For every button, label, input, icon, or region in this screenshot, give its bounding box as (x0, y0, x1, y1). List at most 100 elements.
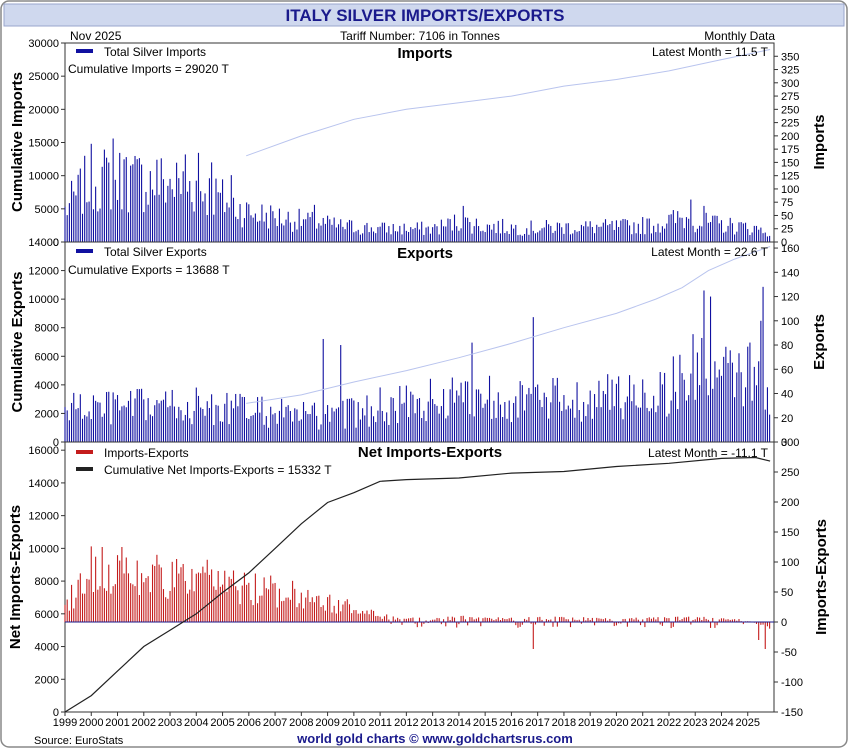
net-latest: Latest Month = -11.1 T (648, 446, 769, 460)
imports-bar (670, 214, 672, 242)
net-bar (639, 622, 642, 626)
exports-bar (438, 413, 440, 442)
imports-bar (629, 225, 631, 242)
net-bar (473, 619, 475, 622)
exports-bar (147, 398, 149, 442)
imports-bar (219, 192, 221, 242)
net-bar (355, 610, 357, 622)
imports-bar (335, 227, 337, 242)
imports-bar (156, 159, 158, 242)
exports-bar (537, 384, 539, 442)
exports-bar (86, 416, 88, 442)
imports-bar (263, 221, 265, 242)
title-banner (3, 3, 845, 27)
exports-bar (701, 337, 703, 442)
exports-bar (119, 410, 121, 442)
net-bar (267, 589, 270, 622)
imports-bar (230, 175, 232, 242)
exports-bar (550, 402, 552, 442)
exports-bar (364, 415, 366, 442)
imports-right-tick-label: 275 (781, 91, 799, 103)
net-bar (97, 589, 99, 622)
net-bar (285, 597, 287, 622)
exports-left-tick-label: 14000 (28, 237, 59, 249)
exports-bar (543, 392, 545, 442)
imports-bar (79, 168, 81, 242)
net-bar (692, 619, 694, 622)
net-bar (193, 591, 195, 622)
net-bar (281, 601, 283, 622)
net-bar (390, 622, 392, 624)
exports-bar (112, 392, 114, 442)
imports-bar (173, 196, 175, 242)
exports-bar (615, 383, 617, 442)
exports-bar (646, 407, 648, 442)
net-bar (237, 590, 239, 622)
exports-bar (322, 338, 324, 442)
exports-bar (657, 405, 659, 442)
net-bar (738, 619, 740, 622)
imports-bar (362, 233, 364, 242)
imports-bar (534, 233, 537, 242)
exports-bar (248, 418, 250, 442)
exports-bar (642, 379, 644, 442)
net-bar (742, 622, 744, 625)
net-bar (322, 605, 324, 622)
net-left-tick-label: 10000 (28, 543, 59, 555)
net-bar (539, 616, 541, 622)
exports-panel-title: Exports (397, 245, 453, 262)
exports-bar (530, 393, 532, 442)
exports-bar (274, 413, 276, 442)
imports-bar (241, 227, 243, 242)
exports-bar (197, 395, 200, 442)
net-bar (197, 572, 200, 622)
net-bar (99, 586, 101, 622)
x-tick-label: 2016 (499, 717, 523, 729)
exports-bar (353, 400, 355, 442)
exports-bar (355, 427, 357, 442)
net-bar (589, 619, 591, 622)
imports-bar (550, 225, 552, 242)
imports-bar (246, 202, 248, 242)
imports-right-tick-label: 250 (781, 104, 799, 116)
imports-bars (64, 138, 771, 242)
net-bar (121, 547, 123, 622)
imports-bar (322, 217, 324, 242)
imports-bar (342, 226, 344, 242)
exports-bar (368, 426, 370, 442)
imports-bar (287, 211, 289, 242)
net-bar (646, 618, 648, 622)
exports-bar (237, 406, 239, 442)
net-bar (493, 620, 495, 622)
net-bar (475, 618, 477, 622)
net-bar (600, 618, 602, 622)
net-bar (705, 618, 707, 622)
net-bar (460, 615, 462, 622)
exports-bar (493, 400, 495, 442)
imports-bar (473, 226, 475, 242)
net-legend-cum-swatch (76, 467, 93, 471)
exports-bar (101, 416, 103, 442)
net-bar (176, 558, 178, 622)
imports-bar (758, 229, 760, 242)
net-bar (329, 594, 331, 622)
exports-bar (373, 416, 375, 442)
net-plot-area (64, 441, 775, 713)
net-left-tick-label: 12000 (28, 511, 59, 523)
exports-bar (401, 403, 403, 442)
net-bar (171, 561, 173, 622)
net-bar (108, 564, 110, 622)
net-bar (180, 567, 182, 622)
exports-bar (123, 405, 125, 442)
exports-bar (77, 408, 79, 442)
net-bar (572, 617, 574, 622)
exports-bar (637, 407, 639, 442)
net-bar (202, 566, 204, 622)
net-right-tick-label: -100 (781, 677, 803, 689)
exports-bar (458, 395, 460, 442)
imports-right-tick-label: 25 (781, 224, 793, 236)
imports-bar (331, 224, 333, 242)
imports-bar (720, 220, 723, 242)
exports-bar (440, 406, 442, 442)
